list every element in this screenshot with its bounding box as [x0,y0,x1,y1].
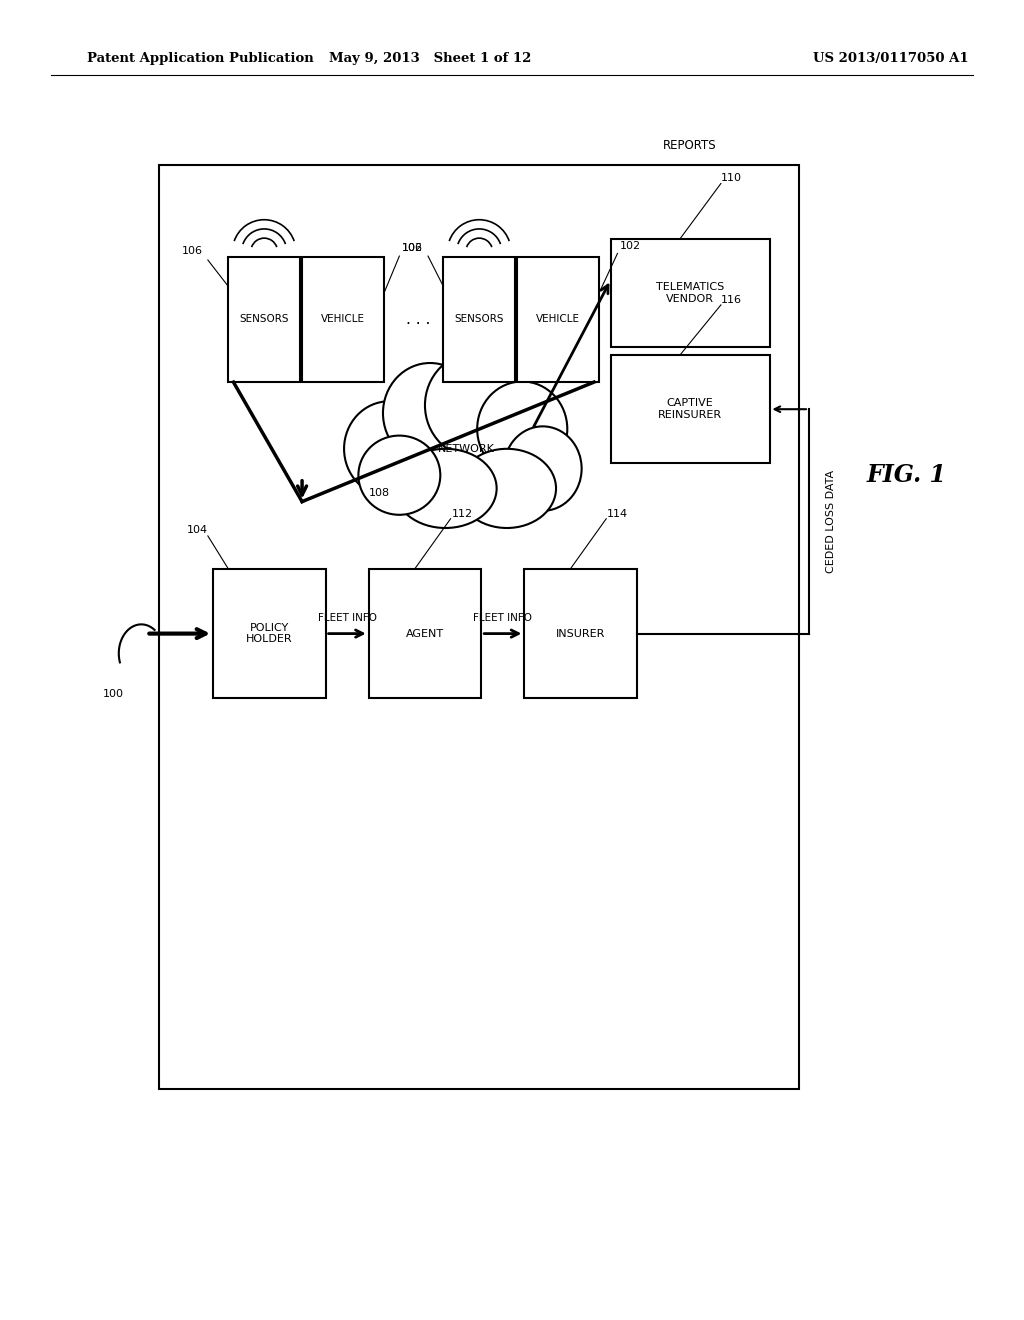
Ellipse shape [425,352,527,458]
Ellipse shape [358,436,440,515]
Text: FLEET INFO: FLEET INFO [473,612,532,623]
Text: Patent Application Publication: Patent Application Publication [87,51,313,65]
Text: VEHICLE: VEHICLE [322,314,365,325]
Text: 106: 106 [401,243,423,253]
Text: 110: 110 [721,173,742,183]
Text: . . .: . . . [406,312,430,327]
Bar [159,165,799,1089]
Bar [610,355,770,463]
Text: SENSORS: SENSORS [240,314,289,325]
Ellipse shape [394,449,497,528]
Ellipse shape [504,426,582,511]
Text: 114: 114 [607,508,629,519]
Text: 102: 102 [620,240,641,251]
Text: 112: 112 [452,508,473,519]
Text: CAPTIVE
REINSURER: CAPTIVE REINSURER [658,399,722,420]
Text: 100: 100 [103,689,124,700]
Text: 106: 106 [181,246,203,256]
Ellipse shape [344,401,434,496]
Text: 108: 108 [369,488,390,499]
Bar [369,569,481,698]
Text: SENSORS: SENSORS [455,314,504,325]
Bar [610,239,770,347]
Text: POLICY
HOLDER: POLICY HOLDER [246,623,293,644]
Ellipse shape [383,363,477,463]
Bar [524,569,637,698]
Text: TELEMATICS
VENDOR: TELEMATICS VENDOR [656,282,724,304]
Text: US 2013/0117050 A1: US 2013/0117050 A1 [813,51,969,65]
Text: FLEET INFO: FLEET INFO [317,612,377,623]
Bar [213,569,326,698]
Bar [443,256,515,383]
Bar [517,256,599,383]
Ellipse shape [458,449,556,528]
Text: REPORTS: REPORTS [664,139,717,152]
Text: 102: 102 [401,243,423,253]
Text: INSURER: INSURER [556,628,605,639]
Text: NETWORK: NETWORK [437,444,495,454]
Ellipse shape [477,381,567,477]
Text: FIG. 1: FIG. 1 [866,463,946,487]
Text: VEHICLE: VEHICLE [537,314,580,325]
Bar [228,256,300,383]
Text: CEDED LOSS DATA: CEDED LOSS DATA [826,470,837,573]
Bar [302,256,384,383]
Text: 104: 104 [186,524,208,535]
Text: AGENT: AGENT [406,628,444,639]
Text: 116: 116 [721,294,742,305]
Text: May 9, 2013   Sheet 1 of 12: May 9, 2013 Sheet 1 of 12 [329,51,531,65]
